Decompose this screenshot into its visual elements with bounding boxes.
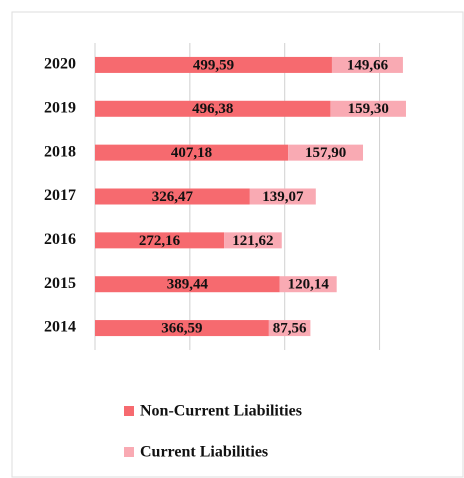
data-label: 496,38: [192, 101, 233, 117]
data-label: 157,90: [305, 145, 346, 161]
data-label: 121,62: [232, 233, 273, 249]
data-label: 326,47: [152, 189, 194, 205]
y-tick-label: 2017: [44, 187, 76, 204]
bar-segment: [279, 276, 337, 293]
data-label: 366,59: [161, 321, 202, 337]
data-label: 87,56: [273, 321, 307, 337]
y-tick-label: 2018: [44, 143, 76, 160]
data-label: 272,16: [139, 233, 181, 249]
data-label: 499,59: [193, 57, 234, 73]
legend-swatch: [124, 406, 134, 416]
y-tick-label: 2014: [44, 319, 76, 336]
bar-segment: [224, 232, 282, 249]
y-tick-label: 2016: [44, 231, 76, 248]
data-label: 159,30: [348, 101, 389, 117]
data-label: 139,07: [262, 189, 304, 205]
frame: [11, 11, 464, 478]
data-label: 407,18: [171, 145, 212, 161]
bar-segment: [330, 100, 406, 117]
bar-segment: [95, 144, 289, 161]
legend-label: Non-Current Liabilities: [140, 403, 302, 420]
bar-segment: [95, 188, 250, 205]
bar-segment: [95, 232, 225, 249]
bar-segment: [249, 188, 316, 205]
bar-segment: [95, 276, 280, 293]
bar-segment: [331, 56, 403, 73]
data-label: 149,66: [347, 57, 389, 73]
legend-swatch: [124, 447, 134, 457]
bar-segment: [95, 100, 331, 117]
legend-label: Current Liabilities: [140, 444, 268, 461]
data-label: 120,14: [288, 277, 330, 293]
y-tick-label: 2020: [44, 56, 76, 73]
bar-segment: [95, 320, 269, 337]
bar-segment: [268, 320, 311, 337]
bar-segment: [95, 56, 332, 73]
data-label: 389,44: [167, 277, 209, 293]
bar-segment: [288, 144, 364, 161]
y-tick-label: 2019: [44, 99, 76, 116]
y-tick-label: 2015: [44, 275, 76, 292]
